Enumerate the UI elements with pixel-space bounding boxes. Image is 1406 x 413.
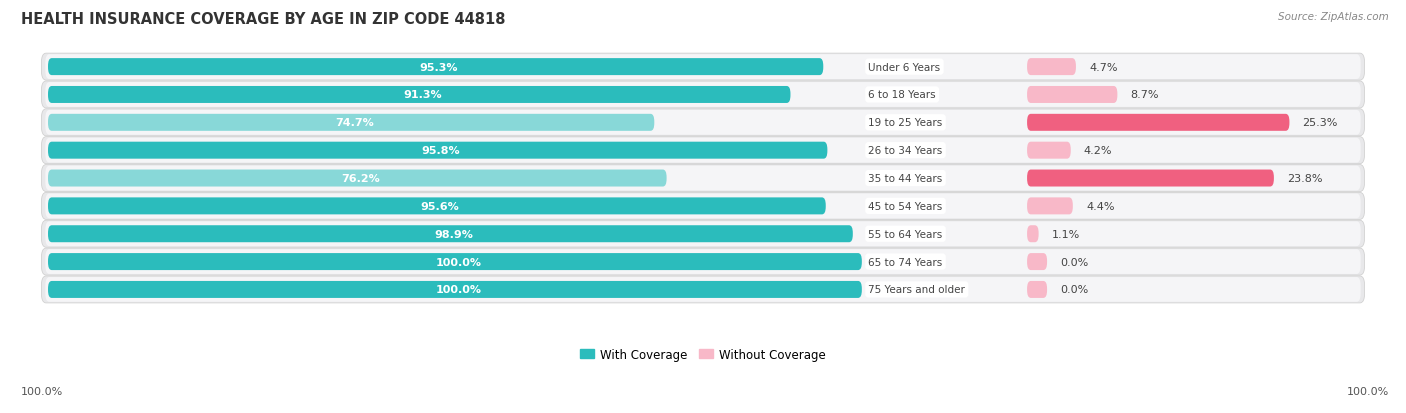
FancyBboxPatch shape (48, 114, 654, 131)
FancyBboxPatch shape (48, 59, 824, 76)
FancyBboxPatch shape (48, 254, 862, 271)
FancyBboxPatch shape (45, 166, 1361, 191)
FancyBboxPatch shape (45, 83, 1361, 108)
FancyBboxPatch shape (48, 87, 790, 104)
FancyBboxPatch shape (45, 194, 1361, 219)
Text: 4.7%: 4.7% (1090, 62, 1118, 72)
Text: 8.7%: 8.7% (1130, 90, 1159, 100)
FancyBboxPatch shape (1028, 142, 1071, 159)
Text: 4.2%: 4.2% (1084, 146, 1112, 156)
Text: 76.2%: 76.2% (342, 173, 380, 184)
Text: 19 to 25 Years: 19 to 25 Years (869, 118, 942, 128)
FancyBboxPatch shape (1028, 59, 1076, 76)
FancyBboxPatch shape (1028, 254, 1047, 271)
FancyBboxPatch shape (41, 221, 1365, 248)
FancyBboxPatch shape (41, 109, 1365, 137)
Text: 45 to 54 Years: 45 to 54 Years (869, 202, 942, 211)
Text: 95.8%: 95.8% (422, 146, 460, 156)
FancyBboxPatch shape (45, 222, 1361, 247)
Text: 23.8%: 23.8% (1286, 173, 1323, 184)
FancyBboxPatch shape (45, 138, 1361, 163)
FancyBboxPatch shape (1028, 87, 1118, 104)
Text: 55 to 64 Years: 55 to 64 Years (869, 229, 942, 239)
FancyBboxPatch shape (1028, 198, 1073, 215)
Text: 1.1%: 1.1% (1052, 229, 1080, 239)
Text: 75 Years and older: 75 Years and older (869, 285, 966, 295)
Legend: With Coverage, Without Coverage: With Coverage, Without Coverage (579, 348, 827, 361)
FancyBboxPatch shape (48, 281, 862, 298)
FancyBboxPatch shape (45, 55, 1361, 80)
Text: 100.0%: 100.0% (1347, 387, 1389, 396)
Text: 0.0%: 0.0% (1060, 285, 1088, 295)
Text: 100.0%: 100.0% (436, 257, 481, 267)
Text: 4.4%: 4.4% (1085, 202, 1115, 211)
Text: Under 6 Years: Under 6 Years (869, 62, 941, 72)
Text: 100.0%: 100.0% (436, 285, 481, 295)
Text: 95.3%: 95.3% (420, 62, 458, 72)
Text: 25.3%: 25.3% (1302, 118, 1339, 128)
Text: Source: ZipAtlas.com: Source: ZipAtlas.com (1278, 12, 1389, 22)
Text: 98.9%: 98.9% (434, 229, 474, 239)
FancyBboxPatch shape (48, 170, 666, 187)
Text: 100.0%: 100.0% (21, 387, 63, 396)
FancyBboxPatch shape (41, 54, 1365, 81)
FancyBboxPatch shape (48, 142, 827, 159)
Text: 91.3%: 91.3% (404, 90, 441, 100)
FancyBboxPatch shape (48, 225, 853, 243)
FancyBboxPatch shape (45, 249, 1361, 274)
Text: 35 to 44 Years: 35 to 44 Years (869, 173, 942, 184)
FancyBboxPatch shape (1028, 170, 1274, 187)
FancyBboxPatch shape (45, 278, 1361, 302)
FancyBboxPatch shape (48, 198, 825, 215)
Text: 26 to 34 Years: 26 to 34 Years (869, 146, 942, 156)
FancyBboxPatch shape (41, 193, 1365, 220)
FancyBboxPatch shape (1028, 281, 1047, 298)
Text: HEALTH INSURANCE COVERAGE BY AGE IN ZIP CODE 44818: HEALTH INSURANCE COVERAGE BY AGE IN ZIP … (21, 12, 506, 27)
Text: 6 to 18 Years: 6 to 18 Years (869, 90, 936, 100)
Text: 0.0%: 0.0% (1060, 257, 1088, 267)
FancyBboxPatch shape (41, 249, 1365, 275)
FancyBboxPatch shape (41, 138, 1365, 164)
FancyBboxPatch shape (41, 165, 1365, 192)
FancyBboxPatch shape (1028, 225, 1039, 243)
Text: 95.6%: 95.6% (420, 202, 460, 211)
FancyBboxPatch shape (41, 82, 1365, 109)
FancyBboxPatch shape (1028, 114, 1289, 131)
FancyBboxPatch shape (41, 276, 1365, 303)
FancyBboxPatch shape (45, 111, 1361, 135)
Text: 74.7%: 74.7% (335, 118, 374, 128)
Text: 65 to 74 Years: 65 to 74 Years (869, 257, 942, 267)
